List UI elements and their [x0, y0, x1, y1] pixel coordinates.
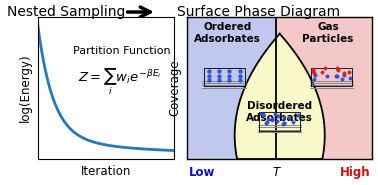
Text: Low: Low	[189, 166, 215, 179]
Text: High: High	[340, 166, 370, 179]
Text: Gas
Particles: Gas Particles	[302, 22, 353, 44]
Bar	[276, 17, 372, 159]
Text: T: T	[273, 166, 280, 179]
Text: Ordered
Adsorbates: Ordered Adsorbates	[194, 22, 261, 44]
Text: $Z = \sum_i w_i e^{-\beta E_i}$: $Z = \sum_i w_i e^{-\beta E_i}$	[77, 67, 161, 97]
Polygon shape	[235, 34, 325, 159]
Y-axis label: log(Energy): log(Energy)	[19, 54, 32, 122]
Text: Disordered
Adsorbates: Disordered Adsorbates	[246, 101, 313, 123]
Text: Partition Function: Partition Function	[73, 46, 171, 56]
Y-axis label: Coverage: Coverage	[169, 60, 181, 116]
X-axis label: Iteration: Iteration	[81, 165, 131, 178]
Text: Surface Phase Diagram: Surface Phase Diagram	[177, 5, 341, 19]
Bar	[187, 17, 276, 159]
Text: Nested Sampling: Nested Sampling	[7, 5, 125, 19]
